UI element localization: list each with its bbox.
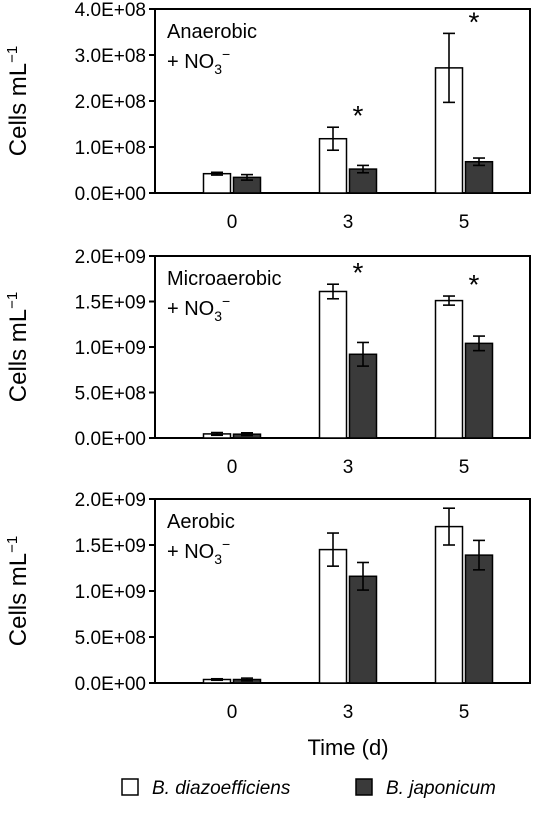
condition-label-line2: + NO3− (167, 293, 230, 324)
y-tick-label: 3.0E+08 (75, 46, 146, 67)
y-tick-label: 0.0E+00 (75, 674, 146, 695)
condition-label-line1: Anaerobic (167, 21, 257, 43)
y-tick-label: 0.0E+00 (75, 429, 146, 450)
x-tick-label: 0 (227, 212, 238, 233)
x-axis-title: Time (d) (307, 735, 388, 760)
x-tick-label: 3 (343, 457, 354, 478)
condition-label-line1: Microaerobic (167, 268, 281, 290)
panel-3: 0.0E+00 5.0E+08 1.0E+09 1.5E+09 2.0E+09 0 3 5 Ce… (4, 490, 531, 723)
x-tick-label: 0 (227, 702, 238, 723)
panel-1: 0.0E+00 1.0E+08 2.0E+08 3.0E+08 4.0E+08 0 3 5 Ce… (4, 0, 531, 233)
x-tick-label: 3 (343, 702, 354, 723)
y-tick-label: 5.0E+08 (75, 628, 146, 649)
x-tick-label: 5 (459, 702, 470, 723)
bar (202, 172, 232, 194)
y-axis-label: Cells mL−1 (4, 536, 32, 646)
bar (348, 353, 378, 439)
significance-marker: * (469, 6, 480, 37)
x-tick-label: 5 (459, 457, 470, 478)
y-tick-label: 1.0E+09 (75, 338, 146, 359)
legend: B. diazoefficiens B. japonicum (121, 778, 496, 799)
x-tick-label: 5 (459, 212, 470, 233)
legend-swatch-japonicum (355, 778, 373, 796)
bar (318, 290, 348, 439)
bar (434, 299, 464, 439)
condition-label-line1: Aerobic (167, 511, 235, 533)
significance-marker: * (469, 269, 480, 300)
y-tick-label: 2.0E+08 (75, 92, 146, 113)
legend-label-diazoefficiens: B. diazoefficiens (152, 778, 291, 799)
significance-marker: * (353, 257, 364, 288)
y-tick-label: 0.0E+00 (75, 184, 146, 205)
y-tick-label: 1.0E+08 (75, 138, 146, 159)
y-tick-label: 5.0E+08 (75, 384, 146, 405)
panel-2: 0.0E+00 5.0E+08 1.0E+09 1.5E+09 2.0E+09 0 3 5 Ce… (4, 247, 531, 478)
legend-swatch-diazoefficiens (121, 778, 139, 796)
y-axis-label: Cells mL−1 (4, 292, 32, 402)
bar (464, 160, 494, 194)
bar (434, 525, 464, 684)
x-tick-label: 3 (343, 212, 354, 233)
bar (348, 575, 378, 684)
y-tick-label: 2.0E+09 (75, 247, 146, 268)
bar (464, 342, 494, 439)
y-axis-label: Cells mL−1 (4, 46, 32, 156)
legend-label-japonicum: B. japonicum (386, 778, 496, 799)
significance-marker: * (353, 100, 364, 131)
x-tick-label: 0 (227, 457, 238, 478)
bar (318, 548, 348, 684)
y-tick-label: 4.0E+08 (75, 0, 146, 21)
y-tick-label: 1.5E+09 (75, 536, 146, 557)
y-tick-label: 2.0E+09 (75, 490, 146, 511)
bar (464, 554, 494, 684)
y-tick-label: 1.0E+09 (75, 582, 146, 603)
condition-label-line2: + NO3− (167, 536, 230, 567)
y-tick-label: 1.5E+09 (75, 293, 146, 314)
panels: 0.0E+00 1.0E+08 2.0E+08 3.0E+08 4.0E+08 0 3 5 Ce… (4, 0, 531, 723)
condition-label-line2: + NO3− (167, 46, 230, 77)
